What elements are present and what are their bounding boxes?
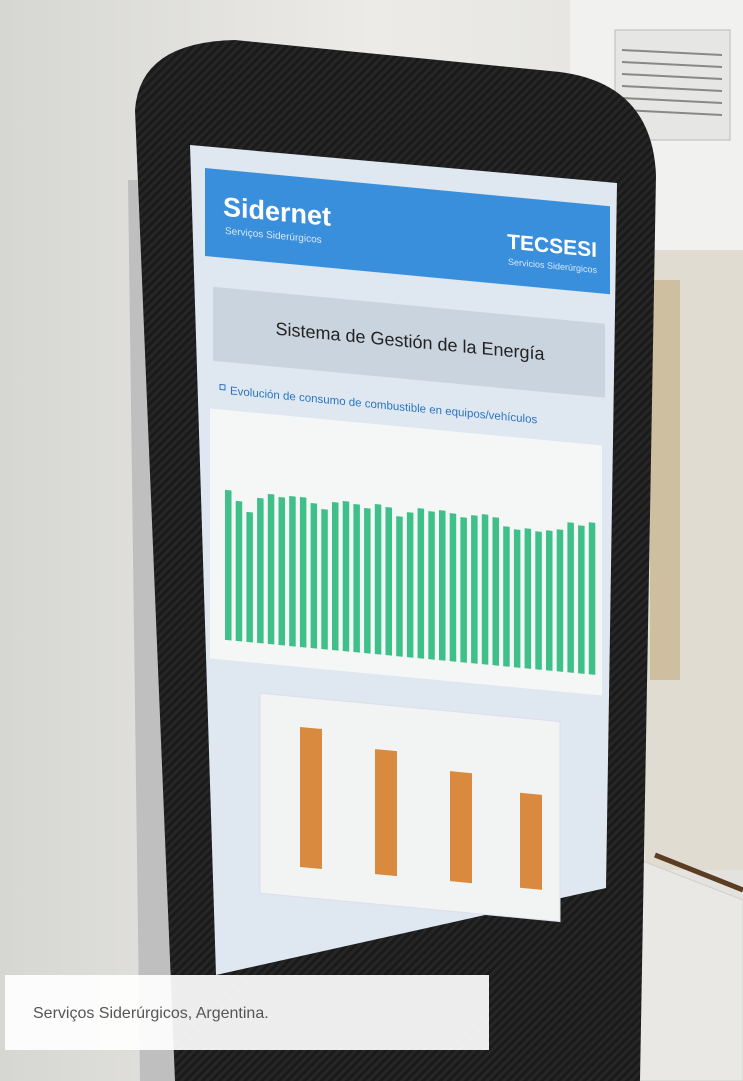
- decor-bar: [450, 771, 472, 884]
- decor-bar: [556, 529, 564, 672]
- decor-bar: [417, 508, 425, 659]
- decor-bar: [471, 515, 478, 664]
- baseboard: [654, 852, 743, 893]
- floor: [629, 859, 743, 1081]
- decor-bar: [246, 511, 253, 643]
- decor-bar: [513, 529, 521, 668]
- decor-bar: [492, 517, 499, 666]
- decor-bar: [332, 502, 339, 651]
- decor-bar: [396, 516, 403, 657]
- decor-bar: [257, 497, 264, 644]
- decor-bar: [406, 512, 414, 658]
- decor-bar: [535, 531, 542, 670]
- decor-bar: [428, 511, 435, 660]
- caption: Serviços Siderúrgicos, Argentina.: [33, 1005, 269, 1022]
- decor-bar: [299, 496, 307, 648]
- decor-bar: [321, 508, 328, 650]
- bar-chart-panel: [259, 692, 561, 923]
- decor-bar: [588, 522, 596, 675]
- decor-bar: [267, 493, 275, 645]
- decor-bar: [567, 522, 574, 673]
- decor-bar: [374, 504, 382, 655]
- decor-bar: [342, 501, 350, 652]
- decor-bar: [546, 530, 553, 671]
- decor-bar: [481, 514, 489, 665]
- decor-bar: [578, 525, 585, 674]
- decor-bar: [310, 502, 318, 649]
- decor-bar: [439, 510, 446, 661]
- screen-content: Sidernet Serviços Siderúrgicos TECSESI S…: [205, 168, 610, 923]
- decor-bar: [353, 504, 360, 653]
- decor-bar: [364, 508, 371, 654]
- decor-bar: [503, 526, 510, 667]
- decor-bar: [278, 496, 285, 646]
- decor-bar: [460, 517, 467, 663]
- decor-bar: [524, 528, 532, 669]
- decor-bar: [385, 507, 392, 656]
- title-band: [213, 286, 605, 398]
- decor-bar: [300, 726, 322, 870]
- decor-bar: [520, 792, 542, 890]
- orange-bars: [300, 726, 542, 890]
- decor-bar: [235, 500, 243, 642]
- decor-bar: [449, 513, 457, 662]
- header-band: [205, 168, 610, 295]
- door: [650, 280, 680, 680]
- bullet-box: [219, 383, 226, 391]
- decor-bar: [375, 749, 397, 877]
- green-bars: [225, 489, 596, 675]
- caption-box: [5, 975, 489, 1050]
- decor-bar: [225, 489, 232, 641]
- vent-slats: [621, 49, 723, 116]
- decor-bar: [289, 495, 296, 647]
